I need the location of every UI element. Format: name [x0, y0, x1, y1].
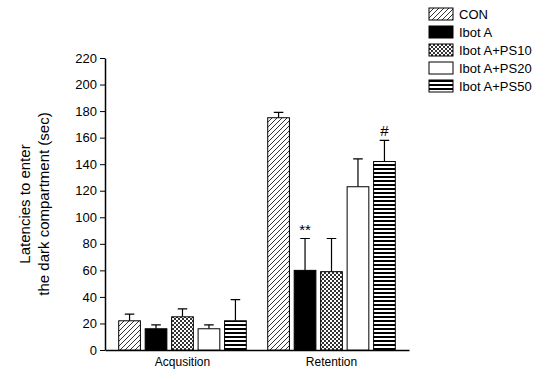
x-tick: Acqusition [155, 350, 210, 369]
legend-swatch [429, 44, 453, 56]
y-tick-mark [100, 323, 105, 324]
error-bar [151, 325, 161, 329]
legend-label: Ibot A+PS20 [459, 61, 532, 76]
legend-swatch [429, 26, 453, 38]
error-bar [353, 159, 363, 187]
y-tick-label: 60 [83, 263, 97, 278]
error-bar [274, 112, 284, 117]
y-tick-label: 40 [83, 290, 97, 305]
legend-swatch [429, 62, 453, 74]
legend-label: Ibot A+PS10 [459, 43, 532, 58]
bar [225, 321, 247, 350]
legend-label: Ibot A [459, 25, 493, 40]
bar-series [145, 239, 316, 350]
y-tick-mark [100, 244, 105, 245]
bar [172, 317, 194, 350]
x-tick-label: Retention [306, 355, 357, 369]
chart: 0 20 40 60 80 100 120 140 160 180 200 220 Acqusition… [0, 0, 559, 380]
y-tick-label: 20 [83, 316, 97, 331]
bar [198, 329, 220, 350]
bar [347, 187, 369, 350]
annotation: # [380, 122, 389, 139]
bar-series [119, 112, 290, 350]
legend-swatch [429, 8, 453, 20]
y-tick-mark [100, 217, 105, 218]
legend: CON Ibot A Ibot A+PS10 Ibot A+PS20 Ibot A+PS… [429, 7, 532, 94]
error-bar [125, 314, 135, 321]
bar [321, 272, 343, 350]
y-tick: 0 [90, 343, 105, 358]
bar-series [225, 140, 396, 350]
y-tick-label: 100 [75, 210, 97, 225]
error-bar [380, 140, 390, 161]
y-tick: 60 [83, 263, 105, 278]
y-tick: 140 [75, 157, 105, 172]
bar [374, 162, 396, 350]
y-tick: 40 [83, 290, 105, 305]
y-tick-mark [100, 350, 105, 351]
legend-item: Ibot A+PS10 [429, 43, 532, 58]
legend-label: Ibot A+PS50 [459, 79, 532, 94]
y-tick-mark [100, 58, 105, 59]
y-axis-title-line: Latencies to enter [16, 144, 33, 263]
legend-item: Ibot A+PS50 [429, 79, 532, 94]
legend-label: CON [459, 7, 488, 22]
y-tick: 220 [75, 51, 105, 66]
y-tick-mark [100, 297, 105, 298]
y-tick-mark [100, 164, 105, 165]
y-axis-title-line: the dark compartment (sec) [35, 112, 52, 295]
y-tick: 20 [83, 316, 105, 331]
plot-area [119, 112, 396, 350]
y-tick: 80 [83, 236, 105, 251]
y-tick-label: 120 [75, 183, 97, 198]
legend-swatch [429, 80, 453, 92]
y-tick: 200 [75, 77, 105, 92]
y-tick-label: 160 [75, 130, 97, 145]
y-tick: 120 [75, 183, 105, 198]
y-tick-mark [100, 270, 105, 271]
y-axis-line [105, 59, 107, 351]
error-bar [300, 239, 310, 271]
bar [268, 118, 290, 350]
y-tick-mark [100, 191, 105, 192]
x-axis: Acqusition Retention [106, 350, 410, 369]
error-bar [231, 300, 241, 321]
annotation: ** [299, 221, 311, 238]
x-tick: Retention [306, 350, 357, 369]
legend-item: Ibot A+PS20 [429, 61, 532, 76]
y-axis-title: Latencies to enterthe dark compartment (… [16, 112, 52, 295]
y-tick-label: 220 [75, 51, 97, 66]
legend-item: CON [429, 7, 488, 22]
y-tick-label: 200 [75, 77, 97, 92]
y-tick-label: 80 [83, 236, 97, 251]
error-bar [178, 309, 188, 317]
bar-series [198, 159, 369, 350]
y-tick-mark [100, 85, 105, 86]
bar [145, 329, 167, 350]
bar [294, 270, 316, 350]
y-tick-label: 140 [75, 157, 97, 172]
y-tick: 100 [75, 210, 105, 225]
annotations: ** # [299, 122, 389, 237]
y-tick: 180 [75, 104, 105, 119]
error-bar [327, 239, 337, 272]
y-tick-mark [100, 111, 105, 112]
bar [119, 321, 141, 350]
y-tick: 160 [75, 130, 105, 145]
y-tick-label: 180 [75, 104, 97, 119]
x-tick-label: Acqusition [155, 355, 210, 369]
legend-item: Ibot A [429, 25, 493, 40]
bar-series [172, 239, 343, 350]
y-axis: 0 20 40 60 80 100 120 140 160 180 200 220 [75, 51, 105, 358]
y-tick-mark [100, 138, 105, 139]
y-tick-label: 0 [90, 343, 97, 358]
error-bar [204, 325, 214, 329]
